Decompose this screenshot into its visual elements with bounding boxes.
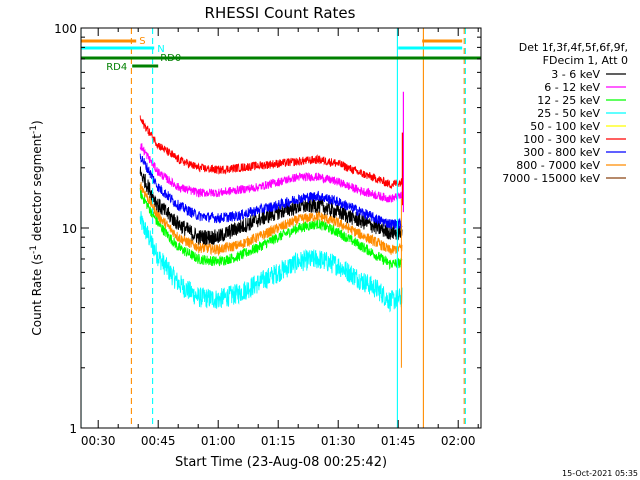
footer-timestamp: 15-Oct-2021 05:35 — [562, 469, 638, 478]
legend-header-line-2: FDecim 1, Att 0 — [543, 54, 628, 67]
state-label-s: S — [139, 36, 145, 47]
series-100-300-kev-line — [139, 115, 403, 190]
legend-entry-label: 300 - 800 keV — [523, 146, 600, 159]
x-axis-label: Start Time (23-Aug-08 00:25:42) — [175, 455, 387, 470]
series-6-12-kev-line — [139, 143, 403, 203]
series-3-6-kev-line — [139, 166, 403, 246]
legend-entry-label: 25 - 50 keV — [537, 107, 600, 120]
state-label-rd0: RD0 — [160, 53, 181, 64]
x-tick-label: 00:45 — [141, 434, 176, 448]
legend: Det 1f,3f,4f,5f,6f,9f, FDecim 1, Att 0 3… — [502, 41, 628, 185]
legend-entry-label: 12 - 25 keV — [537, 94, 600, 107]
x-tick-label: 00:30 — [81, 434, 116, 448]
series-800-7000-kev-line — [139, 182, 403, 257]
y-tick-label: 1 — [69, 422, 77, 436]
series-300-800-kev-line — [139, 153, 403, 230]
series-12-25-kev-line — [139, 187, 403, 271]
state-label-rd4: RD4 — [106, 62, 127, 73]
legend-entry-label: 100 - 300 keV — [523, 133, 600, 146]
legend-entry-label: 7000 - 15000 keV — [502, 172, 600, 185]
x-tick-label: 01:30 — [321, 434, 356, 448]
legend-entry-label: 800 - 7000 keV — [516, 159, 600, 172]
axes: 00:30 00:45 01:00 01:15 01:30 01:45 02:00 1 10 10… — [54, 22, 482, 448]
series-25-50-kev-line — [139, 211, 403, 313]
legend-entry-label: 50 - 100 keV — [530, 120, 600, 133]
x-tick-label: 01:15 — [261, 434, 296, 448]
plot-clip-group — [81, 28, 481, 428]
x-tick-label: 01:45 — [381, 434, 416, 448]
y-tick-label: 10 — [62, 222, 77, 236]
state-label-n: N — [157, 44, 164, 55]
legend-header-line-1: Det 1f,3f,4f,5f,6f,9f, — [519, 41, 628, 54]
x-tick-label: 02:00 — [441, 434, 476, 448]
y-tick-label: 100 — [54, 22, 77, 36]
x-tick-label: 01:00 — [201, 434, 236, 448]
legend-entry-label: 6 - 12 keV — [544, 81, 600, 94]
legend-entry-label: 3 - 6 keV — [551, 68, 600, 81]
y-axis-label: Count Rate (s-1 detector segment-1) — [29, 120, 44, 335]
chart-title: RHESSI Count Rates — [205, 4, 356, 22]
